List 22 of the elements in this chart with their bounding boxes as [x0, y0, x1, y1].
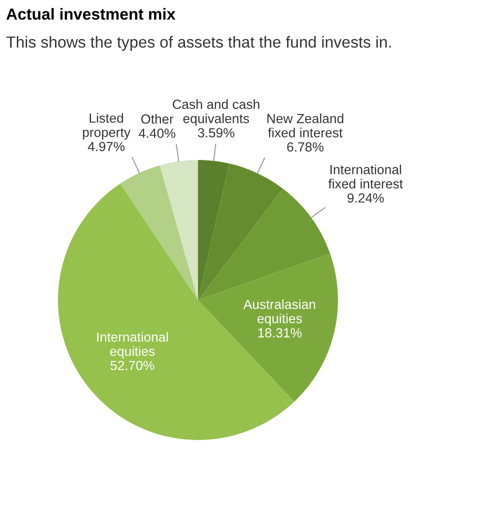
pie-slice — [160, 160, 198, 300]
pie-slice — [198, 164, 283, 300]
chart-subtitle: This shows the types of assets that the fund invests in. — [6, 36, 391, 51]
pie-slice — [198, 188, 330, 300]
slice-label: International fixed interest — [328, 164, 403, 188]
pie-slice — [120, 165, 198, 300]
pie-slice — [198, 160, 230, 300]
chart-title: Actual investment mix — [6, 8, 176, 20]
slice-label: International equities — [97, 332, 168, 359]
slice-label: Australasian equities — [243, 299, 316, 326]
slice-label: Other — [141, 114, 174, 124]
slice-label: Listed property — [82, 113, 130, 140]
slice-label: Cash and cash equivalents — [172, 99, 260, 126]
data-label: 4.40% — [138, 128, 176, 138]
data-label: 9.24% — [348, 193, 384, 203]
data-label: 6.78% — [287, 142, 324, 152]
data-label: 18.31% — [258, 328, 302, 338]
pie-slice — [198, 254, 338, 402]
slice-label: New Zealand fixed interest — [267, 114, 344, 138]
data-label: 52.70% — [110, 360, 154, 370]
data-label: 4.97% — [88, 142, 125, 152]
data-label: 3.59% — [198, 128, 234, 138]
